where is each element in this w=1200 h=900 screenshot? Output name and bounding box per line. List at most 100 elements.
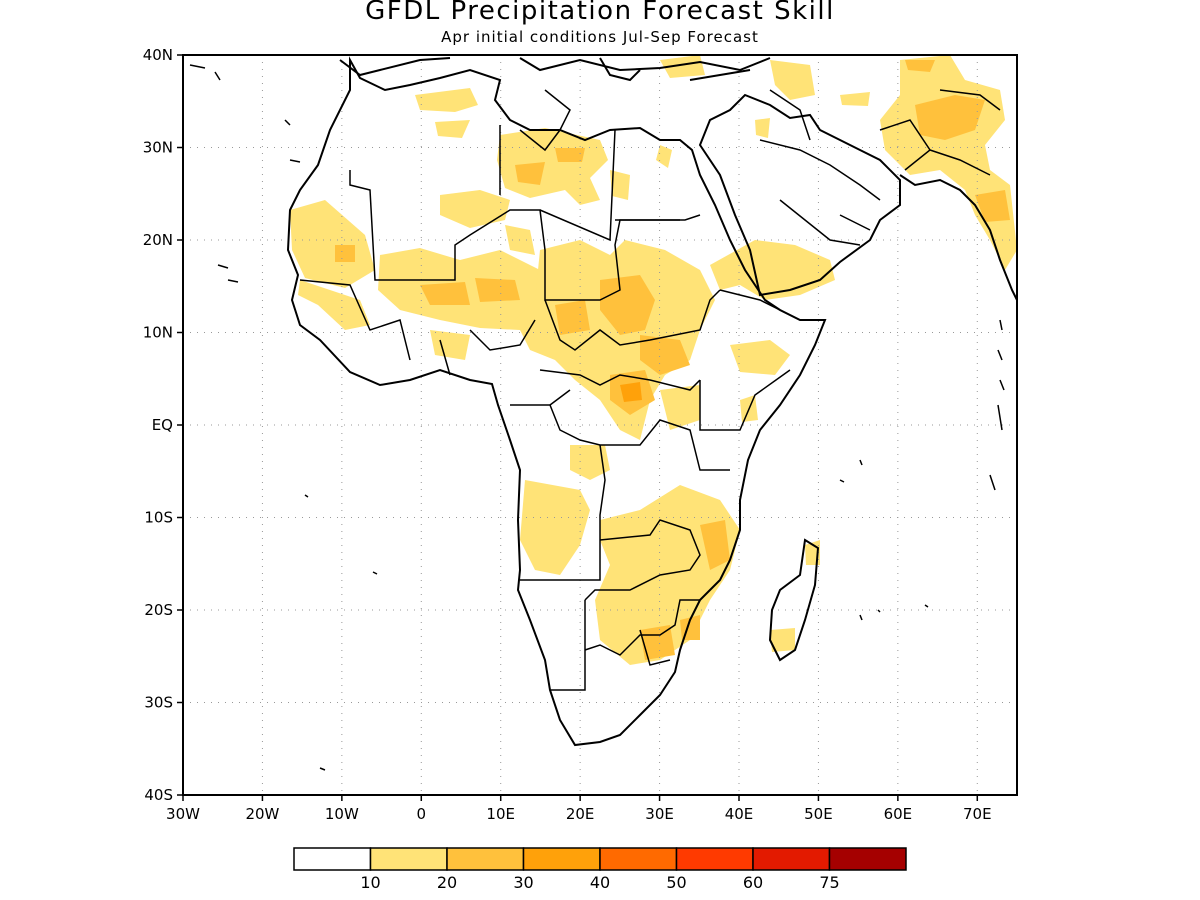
colorbar-swatch — [369, 847, 448, 871]
lon-tick-label: 30E — [645, 805, 674, 823]
colorbar-label: 10 — [360, 873, 380, 892]
skill-patch — [700, 520, 730, 570]
lat-tick-label: 10N — [143, 324, 173, 342]
colorbar-label: 75 — [819, 873, 839, 892]
border-line — [550, 599, 700, 691]
islands — [189, 64, 1005, 771]
border-line — [539, 369, 701, 391]
lon-tick-label: 20W — [245, 805, 279, 823]
lon-tick-label: 10E — [486, 805, 515, 823]
lon-tick-label: 20E — [566, 805, 595, 823]
border-line — [699, 289, 801, 431]
mediterranean-coastline — [599, 57, 751, 82]
skill-patch — [298, 280, 370, 330]
border-line — [639, 629, 671, 666]
asia-coastline — [899, 174, 1017, 301]
skill-patch — [975, 190, 1010, 222]
skill-patch — [905, 60, 935, 72]
colorbar-label: 50 — [666, 873, 686, 892]
lon-tick-label: 40E — [725, 805, 754, 823]
arabia-coastline — [698, 93, 901, 297]
skill-patch — [770, 60, 815, 100]
skill-patch — [840, 92, 870, 106]
country-borders — [299, 89, 1001, 691]
lon-tick-label: 10W — [325, 805, 359, 823]
lat-tick-label: EQ — [152, 416, 173, 434]
skill-patch — [640, 625, 675, 660]
border-line — [519, 89, 571, 152]
skill-patch — [915, 95, 985, 140]
lat-tick-label: 40N — [143, 46, 173, 64]
border-line — [769, 89, 1001, 176]
chart-title: GFDL Precipitation Forecast Skill — [365, 0, 835, 26]
colorbar-swatch — [599, 847, 678, 871]
border-line — [299, 279, 536, 376]
chart-subtitle: Apr initial conditions Jul-Sep Forecast — [441, 28, 759, 46]
skill-patch — [555, 300, 590, 335]
skill-patch — [520, 480, 590, 575]
border-line — [499, 125, 680, 242]
colorbar-label: 30 — [513, 873, 533, 892]
skill-shading — [290, 55, 1017, 665]
skill-patch — [555, 148, 585, 162]
skill-patch — [435, 120, 470, 138]
skill-patch — [600, 275, 655, 335]
skill-patch — [497, 128, 608, 205]
island — [839, 319, 1005, 621]
colorbar-label: 60 — [743, 873, 763, 892]
colorbar-swatch — [522, 847, 601, 871]
island — [189, 64, 378, 771]
colorbar-label: 20 — [437, 873, 457, 892]
skill-patch — [710, 240, 835, 300]
skill-patch — [515, 240, 715, 440]
colorbar-swatch — [828, 847, 907, 871]
colorbar-swatch — [752, 847, 831, 871]
lat-tick-label: 30S — [144, 694, 173, 712]
border-line — [759, 139, 881, 246]
lon-axis-labels: 30W 20W 10W 0 10E 20E 30E 40E 50E 60E 70E — [166, 795, 992, 823]
madagascar-coastline — [768, 538, 820, 662]
colorbar: 10 20 30 40 50 60 75 — [293, 847, 907, 892]
lon-tick-label: 0 — [417, 805, 427, 823]
skill-patch — [570, 445, 610, 480]
skill-patch — [440, 190, 510, 228]
border-line — [510, 404, 730, 471]
border-line — [520, 389, 606, 581]
lat-tick-label: 20S — [144, 601, 173, 619]
colorbar-swatch — [293, 847, 372, 871]
skill-patch — [475, 278, 520, 302]
lat-tick-label: 10S — [144, 509, 173, 527]
skill-patch — [430, 330, 470, 360]
skill-patch — [656, 145, 672, 168]
lat-tick-label: 30N — [143, 139, 173, 157]
skill-patch — [515, 162, 545, 185]
skill-patch — [290, 200, 375, 288]
lon-tick-label: 70E — [963, 805, 992, 823]
skill-patch — [415, 88, 478, 112]
europe-coastline — [339, 57, 771, 77]
skill-patch — [610, 170, 630, 200]
skill-patch — [730, 340, 790, 375]
skill-patch — [660, 385, 700, 430]
skill-patch — [755, 118, 770, 138]
border-line — [544, 289, 721, 351]
lat-axis-labels: 40N 30N 20N 10N EQ 10S 20S 30S 40S — [143, 46, 183, 804]
coastlines — [286, 56, 1017, 747]
skill-patch — [335, 245, 355, 262]
skill-patch — [660, 55, 705, 78]
lat-tick-label: 40S — [144, 786, 173, 804]
skill-patch — [620, 382, 642, 402]
lon-tick-label: 50E — [804, 805, 833, 823]
lat-tick-label: 20N — [143, 231, 173, 249]
lon-tick-label: 30W — [166, 805, 200, 823]
africa-coastline — [286, 56, 827, 747]
skill-patch — [880, 55, 1017, 270]
colorbar-label: 40 — [590, 873, 610, 892]
lon-tick-label: 60E — [884, 805, 913, 823]
skill-patch — [420, 282, 470, 305]
colorbar-swatch — [446, 847, 525, 871]
skill-patch — [770, 628, 795, 652]
border-line — [584, 519, 701, 601]
colorbar-swatch — [675, 847, 754, 871]
